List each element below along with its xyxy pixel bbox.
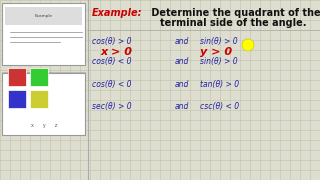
Text: y > 0: y > 0: [200, 47, 232, 57]
Bar: [8, 68, 26, 86]
Bar: [5, 7, 82, 25]
Text: x > 0: x > 0: [100, 47, 132, 57]
Text: x      y      z: x y z: [31, 123, 57, 127]
Text: cos(θ) > 0: cos(θ) > 0: [92, 37, 132, 46]
Text: tan(θ) > 0: tan(θ) > 0: [200, 80, 239, 89]
Text: cos(θ) < 0: cos(θ) < 0: [92, 57, 132, 66]
Text: Determine the quadrant of the: Determine the quadrant of the: [148, 8, 320, 18]
Bar: [2, 73, 85, 135]
Text: csc(θ) < 0: csc(θ) < 0: [200, 102, 239, 111]
Text: and: and: [175, 80, 189, 89]
Text: sin(θ) > 0: sin(θ) > 0: [200, 57, 238, 66]
Bar: [30, 90, 48, 108]
Bar: [30, 68, 48, 86]
Text: Example:: Example:: [92, 8, 142, 18]
Text: and: and: [175, 37, 189, 46]
Text: terminal side of the angle.: terminal side of the angle.: [160, 18, 307, 28]
Text: Example: Example: [35, 14, 53, 18]
Bar: [8, 90, 26, 108]
Text: sin(θ) > 0: sin(θ) > 0: [200, 37, 238, 46]
Text: and: and: [175, 102, 189, 111]
Text: sec(θ) > 0: sec(θ) > 0: [92, 102, 132, 111]
Text: cos(θ) < 0: cos(θ) < 0: [92, 80, 132, 89]
Bar: [2, 3, 85, 65]
Circle shape: [242, 39, 254, 51]
Text: and: and: [175, 57, 189, 66]
